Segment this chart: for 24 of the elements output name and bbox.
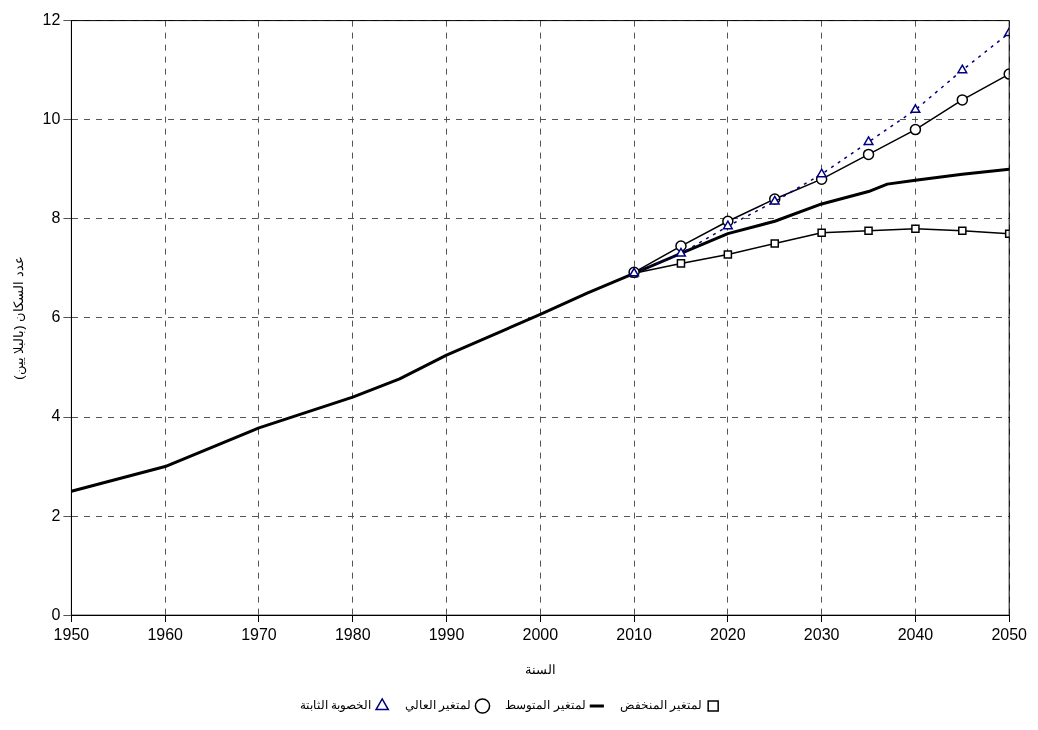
x-tick-label: 1990 <box>428 626 465 644</box>
y-tick-label: 10 <box>42 110 61 128</box>
x-tick-label: 1950 <box>53 626 90 644</box>
legend-label: الخصوبة الثابتة <box>299 698 372 713</box>
legend-label: لمتغير المنخفض <box>619 698 703 713</box>
y-tick-label: 2 <box>51 506 61 524</box>
x-tick-label: 2000 <box>522 626 559 644</box>
y-tick-label: 12 <box>42 11 61 29</box>
legend-label: لمتغير المتوسط <box>505 698 586 713</box>
x-tick-label: 1970 <box>241 626 277 644</box>
y-tick-label: 8 <box>51 209 61 227</box>
y-axis-title: عدد السكان (بالبلا يين) <box>11 256 28 380</box>
x-tick-label: 1960 <box>147 626 184 644</box>
x-tick-label: 2050 <box>991 626 1028 644</box>
x-axis-title: السنة <box>524 661 556 677</box>
legend-label: لمتغير العالي <box>405 698 472 713</box>
x-tick-label: 2040 <box>897 626 934 644</box>
x-tick-label: 2010 <box>616 626 652 644</box>
y-tick-label: 6 <box>51 308 61 326</box>
y-tick-label: 4 <box>51 407 61 425</box>
y-tick-label: 0 <box>51 605 61 623</box>
x-tick-label: 2020 <box>710 626 746 644</box>
x-tick-label: 1980 <box>334 626 371 644</box>
x-tick-label: 2030 <box>803 626 840 644</box>
